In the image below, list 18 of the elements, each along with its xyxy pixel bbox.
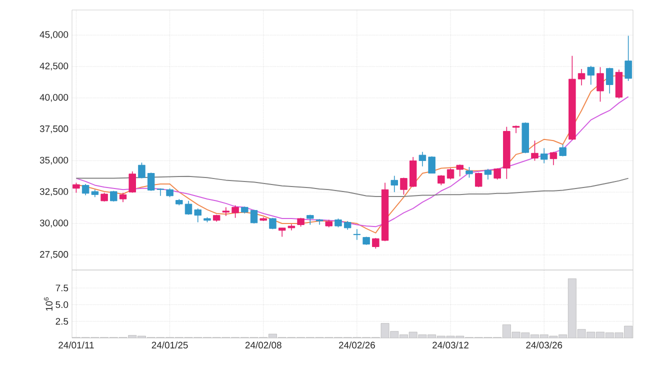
y-tick-label: 35,000 [40,156,68,165]
y-tick-label: 27,500 [40,251,68,259]
x-tick-label: 24/01/25 [152,342,188,348]
y-tick-label: 42,500 [40,62,68,70]
y-tick-label: 7.5 [56,284,68,292]
y-tick-label: 37,500 [40,125,68,134]
x-tick-label: 24/03/26 [526,342,562,348]
x-tick-label: 24/02/26 [338,342,375,348]
y-tick-label: 45,000 [40,31,68,40]
x-tick-label: 24/02/08 [245,342,282,348]
y-tick-label: 32,500 [40,188,68,196]
x-tick-label: 24/03/12 [432,342,468,348]
x-tick-label: 24/01/11 [58,342,94,348]
y-tick-label: 30,000 [40,220,68,228]
y-tick-label: 5.0 [56,301,68,308]
y-tick-label: 2.5 [56,318,68,325]
y-tick-label: 40,000 [40,94,68,102]
y-axis-title: 10$^{6}$ [44,297,52,311]
